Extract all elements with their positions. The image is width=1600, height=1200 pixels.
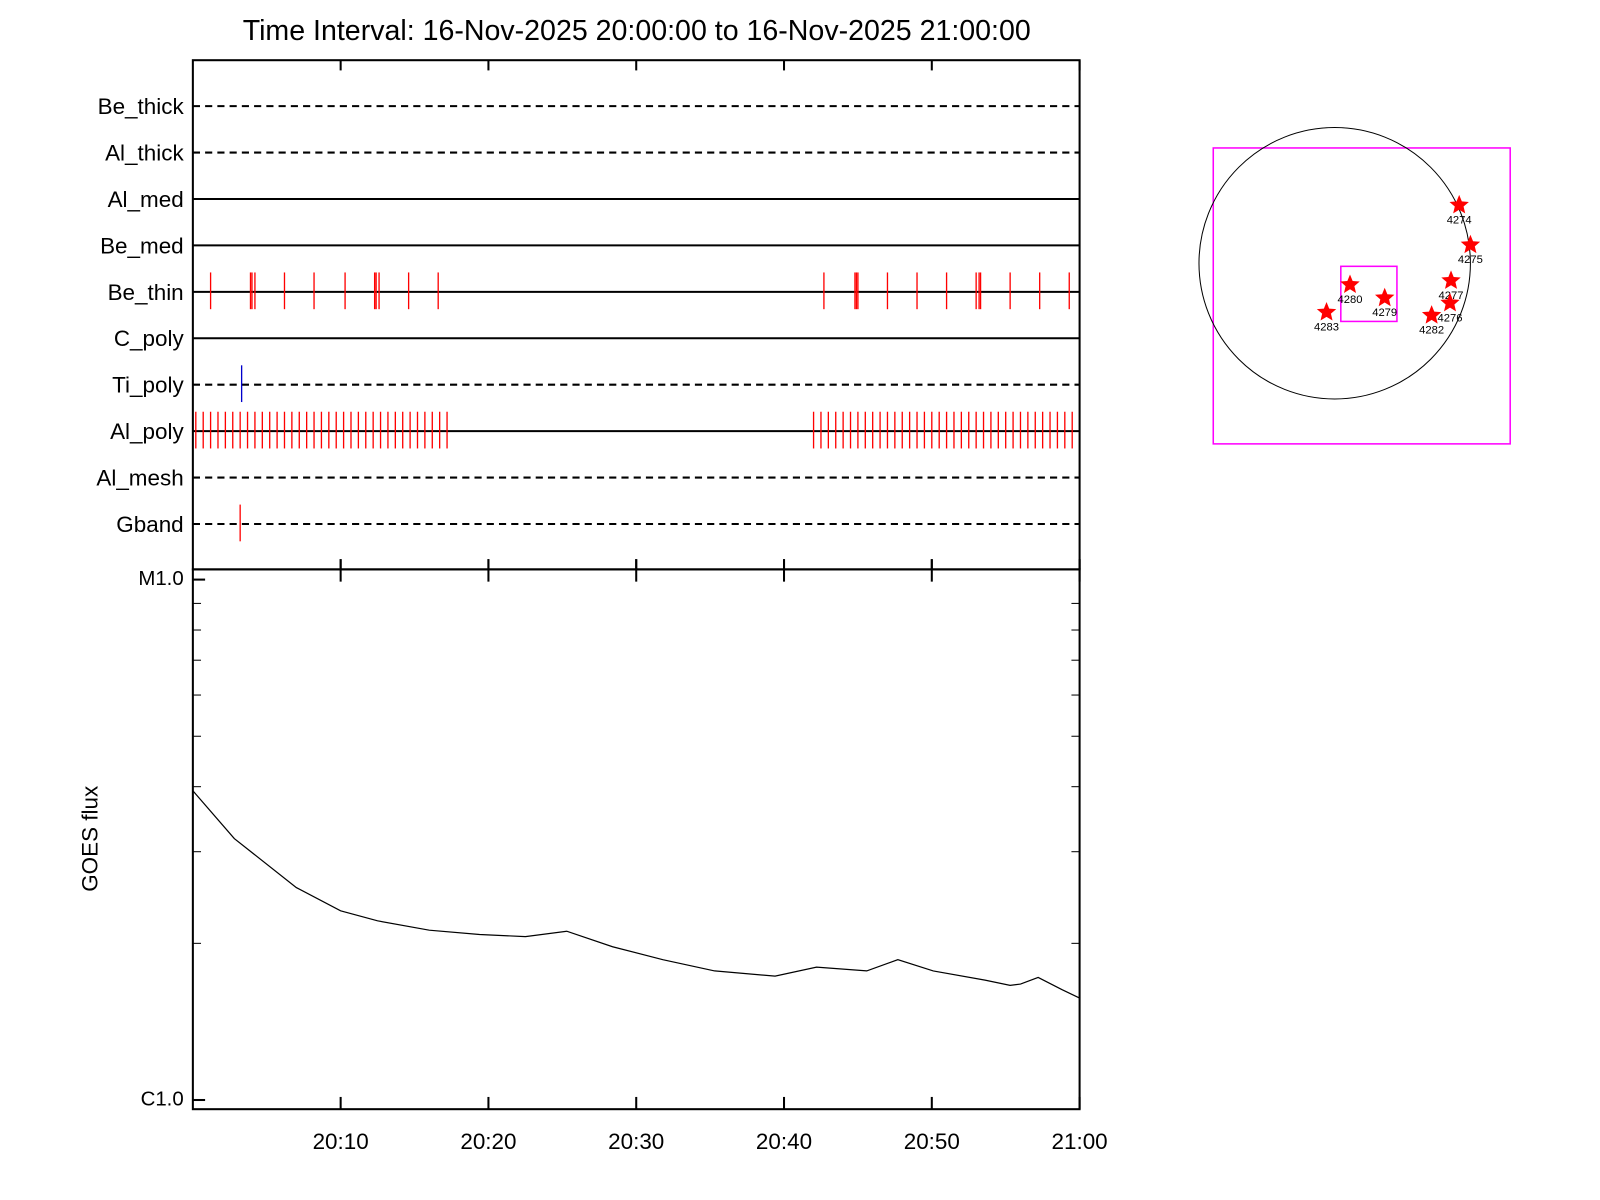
chart-title: Time Interval: 16-Nov-2025 20:00:00 to 1… (243, 15, 1031, 47)
y-tick-label: M1.0 (138, 568, 183, 590)
x-tick-label: 21:00 (1052, 1129, 1108, 1154)
region-label: 4275 (1458, 254, 1483, 266)
map-target-box (1340, 265, 1398, 323)
row-label: Al_poly (110, 419, 184, 444)
region-star (1340, 274, 1360, 293)
region-star (1460, 234, 1481, 254)
x-tick-label: 20:50 (904, 1129, 960, 1154)
region-label: 4282 (1419, 325, 1444, 337)
row-label: Be_thin (108, 280, 184, 305)
row-label: Be_med (100, 233, 184, 258)
x-tick-label: 20:40 (756, 1129, 812, 1154)
row-label: Gband (116, 512, 183, 537)
region-star (1441, 270, 1461, 289)
flux-line (192, 790, 1080, 999)
x-tick-label: 20:10 (313, 1129, 369, 1154)
y-tick-label: C1.0 (141, 1088, 184, 1110)
x-tick-label: 20:20 (460, 1129, 516, 1154)
region-label: 4274 (1447, 214, 1472, 226)
region-star (1449, 194, 1469, 214)
x-tick-label: 20:30 (608, 1129, 664, 1154)
region-star (1440, 292, 1460, 312)
region-star (1316, 302, 1337, 321)
row-label: Be_thick (98, 94, 185, 119)
region-star (1421, 305, 1442, 324)
row-label: Al_thick (105, 141, 184, 166)
region-label: 4279 (1372, 307, 1397, 319)
row-label: Al_mesh (96, 466, 183, 491)
y-axis-label: GOES flux (78, 786, 103, 892)
region-label: 4283 (1314, 322, 1339, 334)
region-label: 4280 (1338, 294, 1363, 306)
region-star (1375, 287, 1395, 307)
row-label: Ti_poly (112, 373, 184, 398)
solar-disk (1198, 127, 1471, 400)
row-label: Al_med (108, 187, 184, 212)
map-fov-box (1212, 147, 1511, 445)
row-label: C_poly (114, 326, 185, 351)
region-label: 4276 (1438, 312, 1463, 324)
